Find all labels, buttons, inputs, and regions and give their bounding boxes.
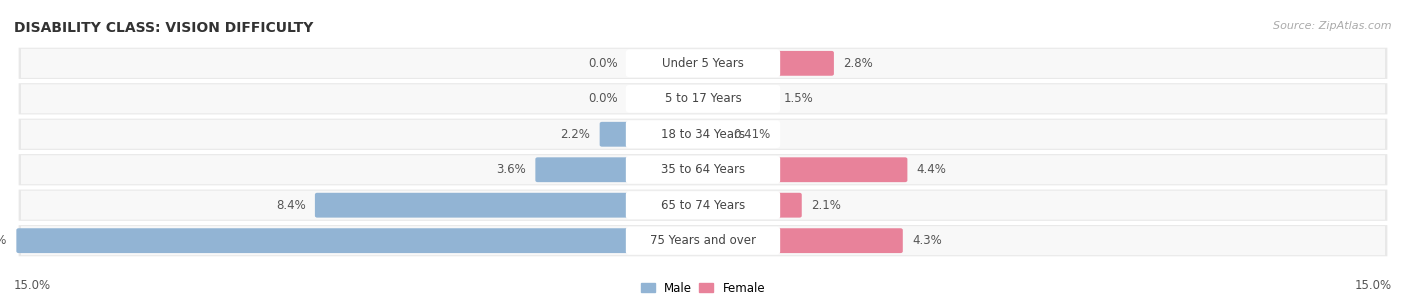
FancyBboxPatch shape xyxy=(626,227,780,254)
FancyBboxPatch shape xyxy=(700,228,903,253)
FancyBboxPatch shape xyxy=(703,195,751,216)
FancyBboxPatch shape xyxy=(703,159,804,180)
FancyBboxPatch shape xyxy=(703,124,713,145)
FancyBboxPatch shape xyxy=(626,120,780,148)
FancyBboxPatch shape xyxy=(626,156,780,184)
FancyBboxPatch shape xyxy=(700,122,724,147)
FancyBboxPatch shape xyxy=(18,48,1388,79)
FancyBboxPatch shape xyxy=(700,193,801,218)
Text: Source: ZipAtlas.com: Source: ZipAtlas.com xyxy=(1274,21,1392,31)
FancyBboxPatch shape xyxy=(18,83,1388,114)
FancyBboxPatch shape xyxy=(510,195,703,216)
FancyBboxPatch shape xyxy=(21,120,1385,149)
FancyBboxPatch shape xyxy=(626,85,780,113)
FancyBboxPatch shape xyxy=(21,191,1385,220)
Text: DISABILITY CLASS: VISION DIFFICULTY: DISABILITY CLASS: VISION DIFFICULTY xyxy=(14,21,314,35)
FancyBboxPatch shape xyxy=(700,51,834,76)
Text: 35 to 64 Years: 35 to 64 Years xyxy=(661,163,745,176)
Text: 4.4%: 4.4% xyxy=(917,163,946,176)
Text: 1.5%: 1.5% xyxy=(783,92,813,105)
FancyBboxPatch shape xyxy=(703,230,801,251)
FancyBboxPatch shape xyxy=(700,157,907,182)
FancyBboxPatch shape xyxy=(17,228,706,253)
FancyBboxPatch shape xyxy=(21,155,1385,184)
FancyBboxPatch shape xyxy=(315,193,706,218)
Text: 65 to 74 Years: 65 to 74 Years xyxy=(661,199,745,212)
Text: 0.0%: 0.0% xyxy=(588,92,619,105)
FancyBboxPatch shape xyxy=(626,192,780,219)
FancyBboxPatch shape xyxy=(536,157,706,182)
FancyBboxPatch shape xyxy=(18,154,1388,185)
Text: 2.2%: 2.2% xyxy=(561,128,591,141)
Text: 0.41%: 0.41% xyxy=(734,128,770,141)
FancyBboxPatch shape xyxy=(700,86,775,111)
FancyBboxPatch shape xyxy=(21,49,1385,78)
FancyBboxPatch shape xyxy=(626,50,780,77)
FancyBboxPatch shape xyxy=(18,119,1388,150)
Text: 75 Years and over: 75 Years and over xyxy=(650,234,756,247)
FancyBboxPatch shape xyxy=(18,190,1388,221)
Text: 2.8%: 2.8% xyxy=(844,57,873,70)
Text: 15.0%: 15.0% xyxy=(14,279,51,292)
FancyBboxPatch shape xyxy=(652,124,703,145)
Text: Under 5 Years: Under 5 Years xyxy=(662,57,744,70)
FancyBboxPatch shape xyxy=(620,159,703,180)
FancyBboxPatch shape xyxy=(361,230,703,251)
Text: 5 to 17 Years: 5 to 17 Years xyxy=(665,92,741,105)
Legend: Male, Female: Male, Female xyxy=(636,277,770,299)
FancyBboxPatch shape xyxy=(21,226,1385,255)
FancyBboxPatch shape xyxy=(703,88,738,109)
FancyBboxPatch shape xyxy=(703,53,768,74)
Text: 14.9%: 14.9% xyxy=(0,234,7,247)
Text: 15.0%: 15.0% xyxy=(1355,279,1392,292)
Text: 8.4%: 8.4% xyxy=(276,199,305,212)
Text: 4.3%: 4.3% xyxy=(912,234,942,247)
Text: 0.0%: 0.0% xyxy=(588,57,619,70)
Text: 2.1%: 2.1% xyxy=(811,199,841,212)
Text: 3.6%: 3.6% xyxy=(496,163,526,176)
FancyBboxPatch shape xyxy=(599,122,706,147)
FancyBboxPatch shape xyxy=(18,225,1388,256)
FancyBboxPatch shape xyxy=(21,84,1385,113)
Text: 18 to 34 Years: 18 to 34 Years xyxy=(661,128,745,141)
